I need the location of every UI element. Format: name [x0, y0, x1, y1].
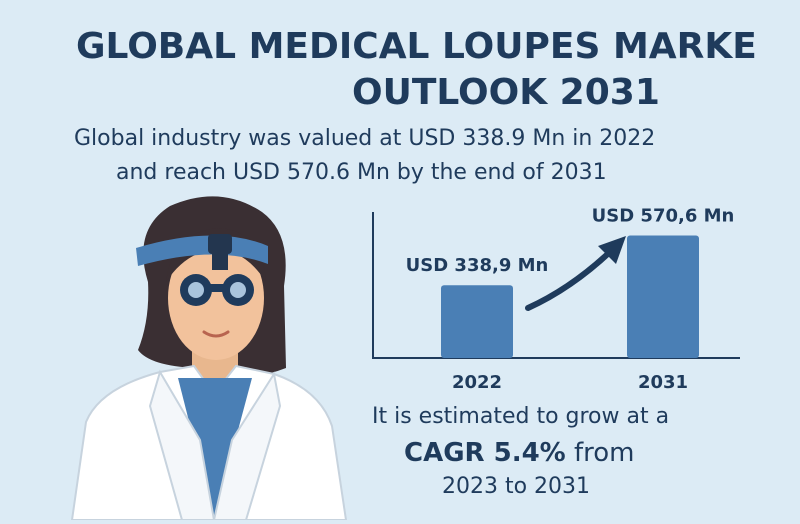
growth-arrow-icon [525, 236, 626, 311]
bar-2022 [441, 285, 513, 358]
data-label-2022: USD 338,9 Mn [406, 255, 549, 276]
subtitle-line-2: and reach USD 570.6 Mn by the end of 203… [116, 160, 607, 185]
x-tick-2031: 2031 [638, 372, 688, 393]
growth-note-line-1: It is estimated to grow at a [372, 404, 670, 429]
growth-note-line-3: 2023 to 2031 [442, 474, 591, 499]
subtitle-line-1: Global industry was valued at USD 338.9 … [74, 126, 656, 151]
title-line-1: GLOBAL MEDICAL LOUPES MARKE [76, 26, 757, 67]
title-line-2: OUTLOOK 2031 [352, 72, 660, 113]
growth-note-line-2: CAGR 5.4% from [404, 438, 635, 468]
data-label-2031: USD 570,6 Mn [592, 205, 735, 226]
cagr-value: CAGR 5.4% [404, 438, 566, 468]
growth-note-from: from [574, 438, 635, 468]
doctor-with-loupes-icon [70, 196, 348, 521]
bar-2031 [627, 235, 699, 358]
doctor-illustration [0, 190, 360, 524]
x-tick-2022: 2022 [452, 372, 502, 393]
